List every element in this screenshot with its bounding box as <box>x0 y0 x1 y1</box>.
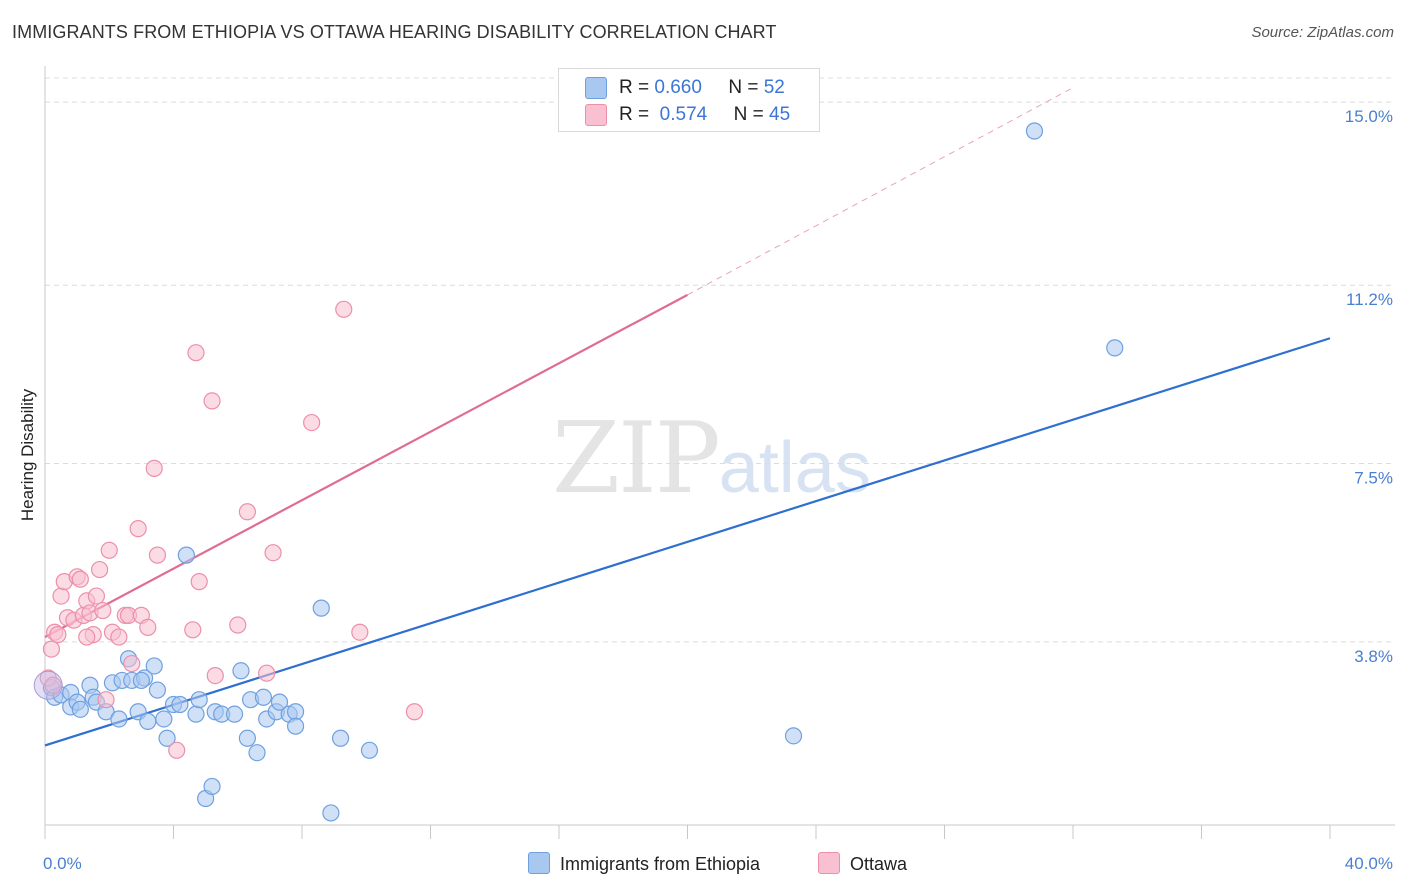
point-ottawa <box>87 587 106 605</box>
watermark: ZIPatlas <box>552 402 871 516</box>
trend-lines <box>44 87 1331 747</box>
legend-n-value: 52 <box>763 77 785 98</box>
point-ottawa <box>335 300 353 318</box>
gridlines <box>45 77 1395 643</box>
point-ethiopia <box>238 729 256 747</box>
point-ethiopia <box>71 700 89 718</box>
point-ethiopia <box>145 657 163 675</box>
point-ottawa <box>405 703 424 721</box>
point-ottawa <box>229 616 247 634</box>
point-ottawa <box>184 621 202 639</box>
correlation-legend: R = 0.660 N = 52 R = 0.574 N = 45 <box>558 68 820 132</box>
y-tick-label: 11.2% <box>1346 290 1393 309</box>
point-ottawa <box>91 560 109 579</box>
point-ottawa <box>100 541 118 559</box>
point-ottawa <box>258 664 276 682</box>
legend-r-label: R = <box>619 77 650 98</box>
point-ethiopia <box>322 804 340 822</box>
point-ethiopia <box>190 691 208 709</box>
source-label: Source: ZipAtlas.com <box>1251 24 1394 41</box>
trend-line-ethiopia <box>44 337 1331 747</box>
point-ethiopia <box>331 729 350 747</box>
bottom-legend-swatch-ottawa <box>818 852 840 874</box>
point-ottawa <box>139 618 157 637</box>
point-ethiopia <box>171 695 189 714</box>
point-ottawa <box>190 573 208 591</box>
point-ottawa <box>264 544 282 562</box>
point-ottawa <box>42 640 61 658</box>
point-ethiopia <box>110 710 128 728</box>
point-ethiopia <box>784 727 803 745</box>
point-ethiopia <box>286 717 305 735</box>
legend-n-label: N = <box>733 104 764 125</box>
y-tick-label: 15.0% <box>1345 107 1393 126</box>
legend-r-label: R = <box>619 104 650 125</box>
point-ethiopia <box>132 671 150 690</box>
point-ethiopia <box>360 741 379 759</box>
x-tick-label-max: 40.0% <box>1345 854 1393 873</box>
point-ethiopia <box>248 744 266 762</box>
point-ottawa <box>351 623 369 641</box>
point-ottawa <box>203 392 221 410</box>
point-ottawa <box>123 654 141 673</box>
point-ethiopia <box>155 710 173 728</box>
bottom-legend-ethiopia: Immigrants from Ethiopia <box>528 852 760 875</box>
y-tick-label: 3.8% <box>1354 647 1393 666</box>
point-cluster <box>33 670 63 700</box>
point-ottawa <box>78 628 96 646</box>
point-ottawa <box>110 628 128 646</box>
point-ottawa <box>49 626 67 644</box>
point-ottawa <box>94 601 112 620</box>
point-ethiopia <box>1025 122 1044 140</box>
point-ottawa <box>71 570 89 588</box>
point-ottawa <box>168 741 186 759</box>
legend-text-ottawa: R = 0.574 N = 45 <box>619 104 790 126</box>
point-ethiopia <box>254 688 273 706</box>
legend-text-ethiopia: R = 0.660 N = 52 <box>619 77 785 99</box>
legend-n-label: N = <box>728 77 759 98</box>
chart-title: IMMIGRANTS FROM ETHIOPIA VS OTTAWA HEARI… <box>12 22 777 42</box>
data-points <box>33 122 1124 822</box>
point-ottawa <box>97 691 115 709</box>
point-ethiopia <box>177 546 195 564</box>
point-ethiopia <box>312 599 330 617</box>
tick-labels: 3.8% 7.5% 11.2% 15.0% 0.0% 40.0% <box>43 107 1393 873</box>
point-ethiopia <box>1106 339 1124 357</box>
bottom-legend-label-ethiopia: Immigrants from Ethiopia <box>560 854 761 874</box>
point-ethiopia <box>270 693 289 711</box>
legend-r-value: 0.660 <box>654 77 702 98</box>
x-tick-label-min: 0.0% <box>43 854 82 873</box>
point-ethiopia <box>225 705 244 723</box>
point-ottawa <box>206 666 224 685</box>
point-ottawa <box>238 503 256 521</box>
bottom-legend-swatch-ethiopia <box>528 852 550 874</box>
point-ethiopia <box>187 705 205 723</box>
y-tick-label: 7.5% <box>1354 469 1393 488</box>
point-ottawa <box>129 520 147 538</box>
point-ottawa <box>44 676 62 694</box>
trend-line-ottawa-extension <box>687 87 1074 296</box>
point-ottawa <box>187 344 205 362</box>
legend-swatch-ottawa <box>585 104 607 126</box>
point-ethiopia <box>158 729 176 747</box>
legend-n-value: 45 <box>769 104 791 125</box>
point-ottawa <box>145 459 163 477</box>
bottom-legend-label-ottawa: Ottawa <box>850 854 908 874</box>
bottom-legend-ottawa: Ottawa <box>818 852 907 875</box>
axes <box>44 66 1395 839</box>
watermark-atlas: atlas <box>718 428 871 508</box>
point-ottawa <box>52 587 70 605</box>
legend-r-value: 0.574 <box>659 104 708 125</box>
watermark-zip: ZIP <box>552 402 721 516</box>
point-ethiopia <box>232 662 250 680</box>
point-ethiopia <box>203 777 221 796</box>
point-ottawa <box>303 413 321 432</box>
trend-line-ottawa <box>44 293 689 639</box>
point-ethiopia <box>286 703 305 721</box>
legend-swatch-ethiopia <box>585 77 607 99</box>
point-ethiopia <box>139 712 157 730</box>
point-ethiopia <box>148 681 167 699</box>
point-ottawa <box>148 546 167 564</box>
